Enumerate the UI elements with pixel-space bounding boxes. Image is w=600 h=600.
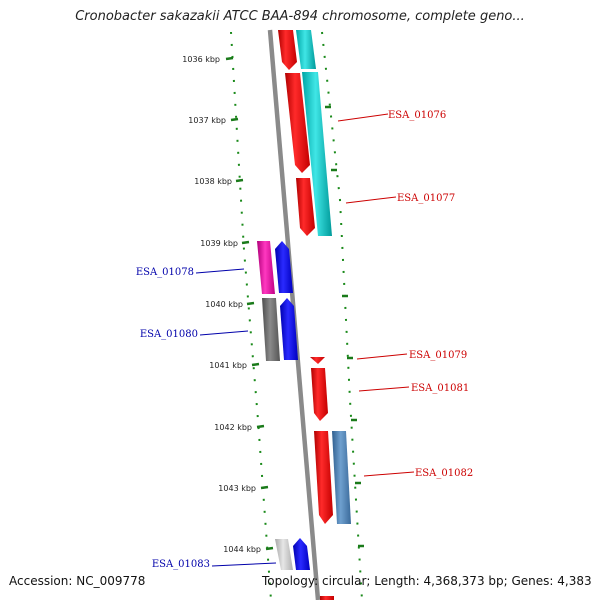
tick-label: 1044 kbp: [223, 545, 261, 554]
connector-line: [358, 386, 410, 392]
tick-mark: [230, 117, 239, 122]
connector-line: [337, 113, 389, 122]
gene-feature[interactable]: [280, 298, 298, 360]
gene-feature[interactable]: [275, 539, 293, 570]
forward-strand-genes: [257, 241, 310, 570]
connector-line: [195, 268, 245, 274]
cyan-genes: [296, 30, 332, 236]
connector-line: [345, 196, 397, 204]
tick-label: 1037 kbp: [188, 116, 226, 125]
gene-feature[interactable]: [257, 241, 275, 294]
gene-label-esa-01082[interactable]: ESA_01082: [415, 468, 473, 479]
tick-label: 1041 kbp: [209, 361, 247, 370]
reverse-strand-genes: [278, 30, 334, 600]
right-dotted-line: [321, 31, 363, 600]
outer-dotted-guides: [230, 31, 363, 600]
tick-mark: [225, 56, 234, 61]
gene-feature[interactable]: [293, 538, 310, 570]
connector-line: [199, 330, 249, 336]
tick-mark: [265, 546, 274, 551]
tick-label: 1043 kbp: [218, 484, 256, 493]
gene-label-esa-01083[interactable]: ESA_01083: [152, 559, 210, 570]
gene-feature[interactable]: [302, 72, 332, 236]
gene-feature[interactable]: [262, 298, 280, 361]
tick-mark: [241, 240, 250, 245]
map-title: Cronobacter sakazakii ATCC BAA-894 chrom…: [75, 9, 525, 24]
tick-mark: [246, 301, 255, 306]
tick-label: 1036 kbp: [182, 55, 220, 64]
topology-summary: Topology: circular; Length: 4,368,373 bp…: [262, 574, 592, 588]
gene-labels: ESA_01076 ESA_01077 ESA_01079 ESA_01081 …: [136, 110, 473, 570]
gene-label-esa-01078[interactable]: ESA_01078: [136, 267, 194, 278]
gene-label-esa-01077[interactable]: ESA_01077: [397, 193, 455, 204]
gene-feature[interactable]: [332, 431, 351, 524]
gene-label-esa-01081[interactable]: ESA_01081: [411, 383, 469, 394]
gene-feature[interactable]: [296, 178, 315, 236]
connector-line: [363, 471, 415, 477]
left-dotted-line: [230, 31, 272, 600]
gene-feature[interactable]: [296, 30, 316, 69]
gene-label-esa-01076[interactable]: ESA_01076: [388, 110, 446, 121]
gene-feature[interactable]: [314, 431, 333, 524]
tick-labels: 1036 kbp 1037 kbp 1038 kbp 1039 kbp 1040…: [182, 55, 261, 554]
tick-label: 1042 kbp: [214, 423, 252, 432]
scale-ticks: [225, 56, 364, 551]
label-connectors: [195, 113, 415, 567]
gene-feature[interactable]: [278, 30, 297, 70]
tick-label: 1040 kbp: [205, 300, 243, 309]
gene-label-esa-01080[interactable]: ESA_01080: [140, 329, 198, 340]
tick-mark: [256, 424, 265, 429]
gene-feature[interactable]: [275, 241, 293, 293]
gene-label-esa-01079[interactable]: ESA_01079: [409, 350, 467, 361]
connector-line: [356, 353, 408, 360]
tick-mark: [251, 362, 260, 367]
gene-feature[interactable]: [285, 73, 310, 173]
accession-text: Accession: NC_009778: [9, 574, 146, 588]
gene-feature[interactable]: [320, 596, 334, 600]
gene-feature[interactable]: [311, 368, 328, 421]
tick-mark: [235, 178, 244, 183]
gene-feature[interactable]: [310, 357, 325, 364]
connector-line: [211, 562, 277, 567]
tick-label: 1039 kbp: [200, 239, 238, 248]
tick-mark: [260, 485, 269, 490]
tick-label: 1038 kbp: [194, 177, 232, 186]
